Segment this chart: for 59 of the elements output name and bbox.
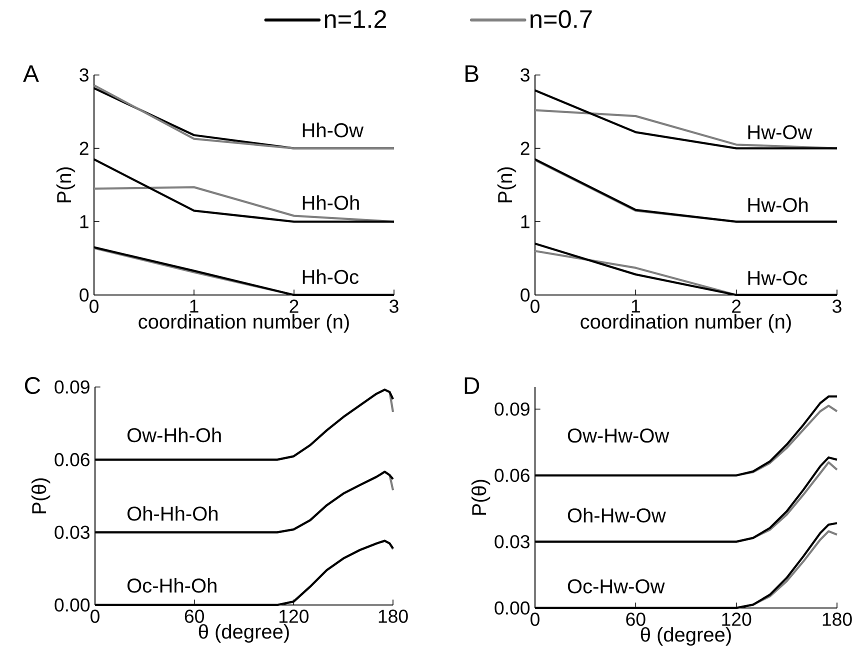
x-tick-label: 120 xyxy=(280,610,309,623)
y-tick-label: 0 xyxy=(80,288,89,302)
annotation: Oh-Hw-Ow xyxy=(568,508,666,523)
x-tick-label: 180 xyxy=(822,612,852,626)
y-tick-label: 0 xyxy=(520,288,530,302)
annotation: Hh-Oh xyxy=(302,195,359,210)
y-axis-title: P(θ) xyxy=(472,480,490,515)
y-tick-label: 0.03 xyxy=(54,526,90,539)
y-tick-label: 0.03 xyxy=(494,535,530,548)
x-tick-label: 60 xyxy=(626,612,646,626)
legend-label: n=1.2 xyxy=(324,10,386,28)
legend-label: n=0.7 xyxy=(530,10,592,28)
chart-title: C xyxy=(24,377,40,394)
y-axis-title: P(θ) xyxy=(32,478,50,514)
annotation: Hh-Ow xyxy=(302,122,364,138)
annotation: Oc-Hh-Oh xyxy=(128,578,216,593)
annotation: Hw-Oc xyxy=(748,270,808,286)
x-axis-title: θ (degree) xyxy=(198,624,289,643)
x-tick-label: 180 xyxy=(378,610,408,623)
y-tick-label: 0.06 xyxy=(494,468,530,482)
line-series xyxy=(534,109,838,150)
annotation: Oh-Hh-Oh xyxy=(128,506,218,521)
y-tick-label: 3 xyxy=(80,68,88,82)
x-tick-label: 60 xyxy=(184,610,204,623)
x-axis-title: coordination number (n) xyxy=(138,314,349,333)
y-axis-title: P(n) xyxy=(497,167,516,202)
chart-title: A xyxy=(23,65,39,82)
y-tick-label: 0.06 xyxy=(54,453,90,466)
x-tick-label: 0 xyxy=(90,300,98,313)
x-axis-title: θ (degree) xyxy=(640,627,731,646)
y-tick-label: 2 xyxy=(80,142,88,155)
annotation: Hh-Oc xyxy=(302,269,359,284)
x-tick-label: 1 xyxy=(190,300,198,313)
y-tick-label: 2 xyxy=(520,142,530,155)
chart-title: D xyxy=(464,377,480,394)
x-tick-label: 2 xyxy=(732,300,741,313)
annotation: Ow-Hw-Ow xyxy=(568,428,670,443)
y-tick-label: 3 xyxy=(520,68,530,82)
y-axis-title: P(n) xyxy=(56,167,76,202)
y-tick-label: 0.00 xyxy=(54,598,90,612)
x-axis-title: coordination number (n) xyxy=(580,314,791,333)
x-tick-label: 3 xyxy=(390,300,398,313)
y-tick-label: 1 xyxy=(521,215,530,228)
x-tick-label: 2 xyxy=(290,300,298,313)
y-tick-label: 0.09 xyxy=(54,380,90,394)
y-tick-label: 0.00 xyxy=(494,601,530,615)
x-tick-label: 0 xyxy=(90,610,100,623)
chart-title: B xyxy=(466,65,478,82)
x-tick-label: 120 xyxy=(722,612,752,626)
x-tick-label: 0 xyxy=(530,300,540,313)
x-tick-label: 0 xyxy=(530,612,540,626)
y-tick-label: 0.09 xyxy=(494,402,530,416)
annotation: Hw-Oh xyxy=(748,197,808,212)
y-tick-label: 1 xyxy=(80,215,88,228)
x-tick-label: 1 xyxy=(632,300,640,313)
annotation: Oc-Hw-Ow xyxy=(568,579,665,594)
x-tick-label: 3 xyxy=(832,300,842,313)
annotation: Hw-Ow xyxy=(748,125,812,140)
annotation: Ow-Hh-Oh xyxy=(128,428,221,442)
